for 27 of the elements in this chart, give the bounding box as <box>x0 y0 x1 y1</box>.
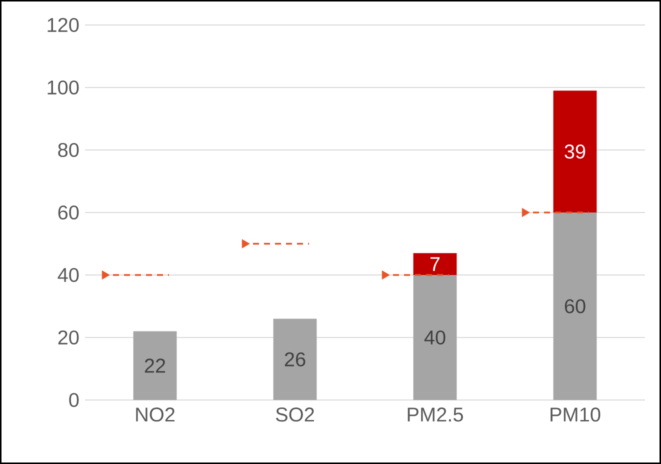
bar <box>413 253 457 275</box>
y-tick-label: 0 <box>69 392 79 408</box>
x-tick-label: PM10 <box>550 408 600 422</box>
data-label: 26 <box>284 352 306 366</box>
bar <box>553 212 597 400</box>
bar <box>273 318 317 400</box>
y-tick-label: 80 <box>58 142 79 158</box>
y-tick-label: 40 <box>58 268 79 282</box>
data-label: 39 <box>564 144 586 159</box>
point <box>522 208 530 218</box>
data-label: 40 <box>424 330 446 345</box>
bar <box>133 331 177 400</box>
x-tick-label: SO2 <box>276 408 314 422</box>
bar <box>413 274 457 400</box>
y-tick-label: 20 <box>58 330 79 345</box>
y-tick-label: 60 <box>58 205 79 220</box>
y-tick-label: 120 <box>48 18 79 32</box>
bar <box>553 90 597 212</box>
x-tick-label: PM2.5 <box>408 408 463 422</box>
data-label: 22 <box>144 358 166 373</box>
data-label: 7 <box>430 257 440 271</box>
point <box>382 270 390 280</box>
x-tick-label: NO2 <box>136 408 174 422</box>
data-label: 60 <box>564 299 586 314</box>
y-tick-label: 100 <box>48 80 79 95</box>
point <box>102 270 110 280</box>
point <box>242 239 250 248</box>
